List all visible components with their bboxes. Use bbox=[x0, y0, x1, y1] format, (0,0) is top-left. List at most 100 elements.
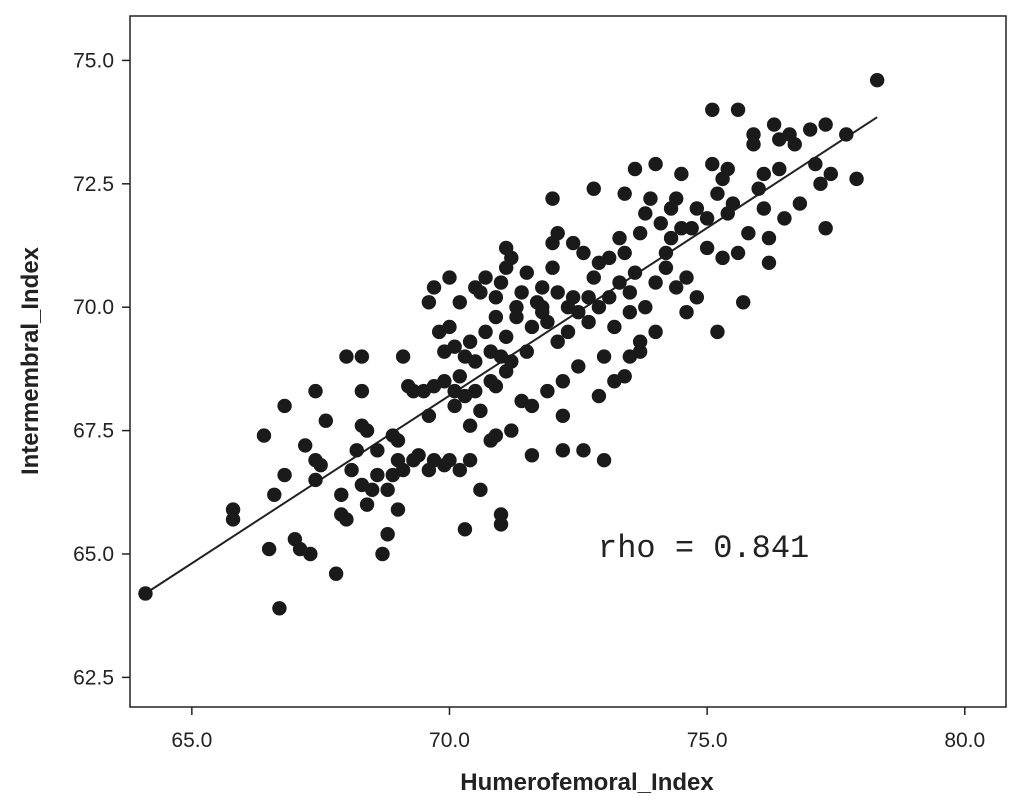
data-point bbox=[663, 230, 679, 246]
data-point bbox=[272, 601, 287, 616]
data-point bbox=[442, 453, 457, 468]
data-point bbox=[344, 462, 359, 478]
data-point bbox=[710, 324, 725, 340]
data-point bbox=[225, 502, 241, 517]
data-point bbox=[540, 314, 555, 330]
data-point bbox=[447, 339, 462, 354]
data-point bbox=[318, 413, 334, 428]
points-layer bbox=[138, 72, 885, 616]
data-point bbox=[395, 462, 411, 478]
data-point bbox=[653, 216, 668, 231]
data-point bbox=[596, 349, 612, 364]
data-point bbox=[138, 586, 153, 601]
data-point bbox=[509, 309, 524, 325]
data-point bbox=[550, 285, 565, 300]
data-point bbox=[493, 517, 509, 532]
data-point bbox=[622, 304, 638, 320]
y-tick-label: 70.0 bbox=[73, 296, 114, 319]
data-point bbox=[468, 354, 483, 369]
data-point bbox=[761, 230, 777, 246]
data-point bbox=[560, 324, 576, 340]
data-point bbox=[787, 137, 802, 152]
data-point bbox=[818, 117, 833, 132]
data-point bbox=[354, 349, 370, 364]
data-point bbox=[565, 290, 581, 305]
data-point bbox=[421, 408, 437, 423]
x-tick-label: 65.0 bbox=[171, 729, 212, 752]
data-point bbox=[586, 270, 601, 285]
data-point bbox=[442, 270, 457, 285]
data-point bbox=[390, 502, 406, 517]
data-point bbox=[730, 245, 746, 261]
data-point bbox=[509, 300, 524, 315]
data-point bbox=[720, 161, 735, 177]
data-point bbox=[607, 319, 622, 335]
data-point bbox=[395, 349, 411, 364]
data-point bbox=[591, 255, 607, 270]
data-point bbox=[823, 166, 838, 182]
data-point bbox=[462, 334, 478, 349]
data-point bbox=[571, 359, 586, 374]
data-point bbox=[468, 383, 483, 399]
data-point bbox=[380, 527, 395, 542]
data-point bbox=[493, 275, 509, 290]
data-point bbox=[478, 324, 493, 340]
data-point bbox=[617, 186, 632, 201]
data-point bbox=[658, 245, 674, 261]
data-point bbox=[524, 448, 540, 463]
data-point bbox=[612, 230, 627, 246]
data-point bbox=[674, 221, 689, 236]
data-point bbox=[462, 418, 478, 433]
data-point bbox=[225, 512, 241, 527]
data-point bbox=[627, 265, 643, 280]
data-point bbox=[504, 354, 519, 369]
data-point bbox=[504, 250, 519, 266]
data-point bbox=[261, 541, 277, 557]
data-point bbox=[591, 388, 607, 404]
x-tick-label: 75.0 bbox=[687, 729, 728, 752]
data-point bbox=[581, 290, 596, 305]
data-point bbox=[699, 240, 715, 256]
data-point bbox=[442, 319, 457, 335]
x-axis-title: Humerofemoral_Index bbox=[460, 769, 714, 796]
data-point bbox=[349, 443, 364, 458]
data-point bbox=[504, 423, 519, 438]
data-point bbox=[267, 487, 282, 502]
data-point bbox=[766, 117, 782, 132]
data-point bbox=[545, 191, 560, 206]
data-point bbox=[364, 482, 380, 498]
data-point bbox=[339, 349, 354, 364]
data-point bbox=[375, 546, 390, 562]
data-point bbox=[313, 457, 328, 473]
data-point bbox=[632, 344, 648, 359]
data-point bbox=[808, 156, 823, 172]
data-point bbox=[468, 280, 483, 295]
data-point bbox=[725, 196, 741, 211]
data-point bbox=[643, 191, 658, 206]
data-point bbox=[535, 300, 550, 315]
data-point bbox=[849, 171, 864, 187]
data-point bbox=[339, 512, 354, 527]
data-point bbox=[519, 344, 534, 359]
data-point bbox=[648, 324, 663, 340]
data-point bbox=[802, 122, 818, 137]
data-point bbox=[632, 225, 648, 241]
data-point bbox=[648, 156, 663, 172]
plot-border bbox=[129, 15, 1007, 708]
data-point bbox=[277, 467, 292, 483]
data-point bbox=[370, 467, 385, 483]
data-point bbox=[545, 260, 560, 275]
data-point bbox=[452, 295, 467, 310]
data-point bbox=[586, 181, 601, 196]
data-point bbox=[380, 482, 395, 498]
data-point bbox=[627, 161, 643, 177]
data-point bbox=[571, 304, 586, 320]
data-point bbox=[839, 127, 854, 142]
data-point bbox=[452, 369, 467, 384]
data-point bbox=[540, 383, 555, 399]
y-tick-label: 67.5 bbox=[73, 420, 114, 443]
data-point bbox=[736, 295, 751, 310]
data-point bbox=[617, 245, 632, 261]
rho-annotation: rho = 0.841 bbox=[598, 530, 809, 567]
